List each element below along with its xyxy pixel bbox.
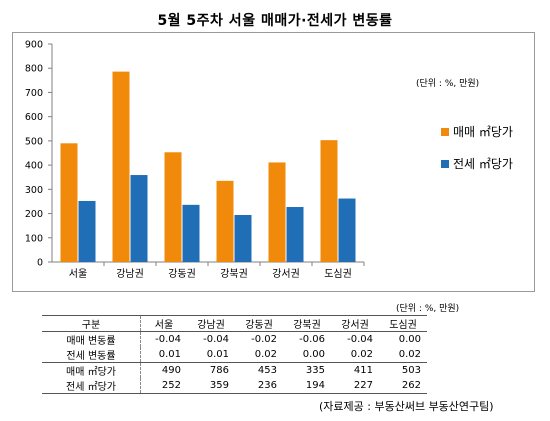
- chart-title: 5월 5주차 서울 매매가·전세가 변동률: [157, 13, 393, 29]
- table-cell: 0.00: [283, 347, 331, 363]
- table-cell: 490: [140, 362, 187, 378]
- table-cell: 0.02: [235, 347, 283, 363]
- data-table: 구분 서울 강남권 강동권 강북권 강서권 도심권 매매 변동률 -0.04 -…: [42, 315, 427, 394]
- table-cell: 227: [331, 378, 379, 394]
- bar-lease: [286, 207, 304, 262]
- table-row-label: 매매 변동률: [66, 336, 116, 347]
- legend-swatch-sale: [441, 127, 449, 136]
- table-cell: 194: [283, 378, 331, 394]
- table-cell: 0.01: [187, 347, 235, 363]
- table-row: 전세 ㎡당가 252 359 236 194 227 262: [42, 378, 427, 394]
- y-tick-label: 500: [25, 136, 43, 147]
- x-tick-label: 강서권: [272, 268, 300, 280]
- table-cell: 786: [209, 365, 229, 376]
- table-header-cell: 강남권: [187, 315, 235, 332]
- table-cell: 453: [257, 365, 277, 376]
- bar-chart: 0 100 200 300 400 500 600 700 800 900 서울 강남권 강동권 강북권 강…: [25, 40, 365, 280]
- legend-label-sale: 매매 ㎡당가: [453, 125, 513, 139]
- bar-sale: [216, 180, 234, 262]
- table-row: 전세 변동률 0.01 0.01 0.02 0.00 0.02 0.02: [42, 347, 427, 363]
- x-tick-label: 도심권: [324, 268, 352, 280]
- bar-lease: [130, 175, 148, 262]
- table-cell: 411: [353, 365, 373, 376]
- legend-label-lease: 전세 ㎡당가: [453, 157, 513, 171]
- bar-lease: [338, 198, 356, 262]
- y-tick-label: 100: [25, 233, 43, 244]
- table-row-label: 매매 ㎡당가: [66, 367, 116, 378]
- table-cell: -0.04: [347, 334, 373, 345]
- y-tick-label: 800: [25, 64, 43, 75]
- table-header-cell: 도심권: [379, 315, 427, 332]
- table-unit-label: (단위 : %, 만원): [396, 304, 460, 314]
- bar-sale: [112, 71, 130, 262]
- table-header-cell: 서울: [140, 315, 187, 332]
- y-tick-label: 0: [37, 258, 43, 269]
- table-header-cell: 강북권: [283, 315, 331, 332]
- table-cell: 236: [235, 378, 283, 394]
- bar-lease: [78, 200, 96, 262]
- table-row: 매매 ㎡당가 490 786 453 335 411 503: [42, 362, 427, 378]
- bar-sale: [164, 152, 182, 262]
- bar-lease: [234, 215, 252, 262]
- table-row-label: 전세 ㎡당가: [42, 378, 141, 394]
- table-header-cell: 구분: [42, 315, 141, 332]
- legend-item-lease: 전세 ㎡당가: [441, 155, 513, 172]
- y-tick-label: 200: [25, 209, 43, 220]
- table-header-row: 구분 서울 강남권 강동권 강북권 강서권 도심권: [42, 315, 427, 332]
- bar-sale: [268, 162, 286, 262]
- x-tick-label: 강남권: [116, 268, 144, 280]
- x-tick-label: 강북권: [220, 268, 248, 280]
- y-tick-label: 300: [25, 185, 43, 196]
- table-cell: 262: [379, 378, 427, 394]
- x-tick-label: 서울: [69, 268, 87, 280]
- y-tick-label: 400: [25, 161, 43, 172]
- table-row: 매매 변동률 -0.04 -0.04 -0.02 -0.06 -0.04 0.0…: [42, 331, 427, 347]
- table-cell: -0.04: [140, 331, 187, 347]
- table-cell: 0.02: [331, 347, 379, 363]
- table-cell: -0.02: [251, 334, 277, 345]
- table-cell: 0.01: [140, 347, 187, 363]
- table-cell: -0.04: [203, 334, 229, 345]
- source-note: (자료제공 : 부동산써브 부동산연구팀): [319, 400, 494, 413]
- bar-sale: [320, 140, 338, 262]
- legend-item-sale: 매매 ㎡당가: [441, 123, 513, 140]
- chart-unit-label: (단위 : %, 만원): [416, 79, 480, 89]
- y-tick-label: 700: [25, 88, 43, 99]
- table-header-cell: 강동권: [235, 315, 283, 332]
- bar-lease: [182, 204, 200, 262]
- table-cell: 359: [187, 378, 235, 394]
- table-cell: -0.06: [299, 334, 325, 345]
- y-tick-label: 600: [25, 112, 43, 123]
- table-cell: 335: [305, 365, 325, 376]
- table-cell: 252: [140, 378, 187, 394]
- table-row-label: 전세 변동률: [42, 347, 141, 363]
- x-tick-label: 강동권: [168, 268, 196, 280]
- y-tick-label: 900: [25, 40, 43, 51]
- bar-sale: [60, 143, 78, 262]
- legend-swatch-lease: [441, 159, 449, 168]
- table-cell: 0.02: [379, 347, 427, 363]
- table-cell: 0.00: [398, 334, 421, 345]
- table-header-cell: 강서권: [331, 315, 379, 332]
- table-cell: 503: [401, 365, 421, 376]
